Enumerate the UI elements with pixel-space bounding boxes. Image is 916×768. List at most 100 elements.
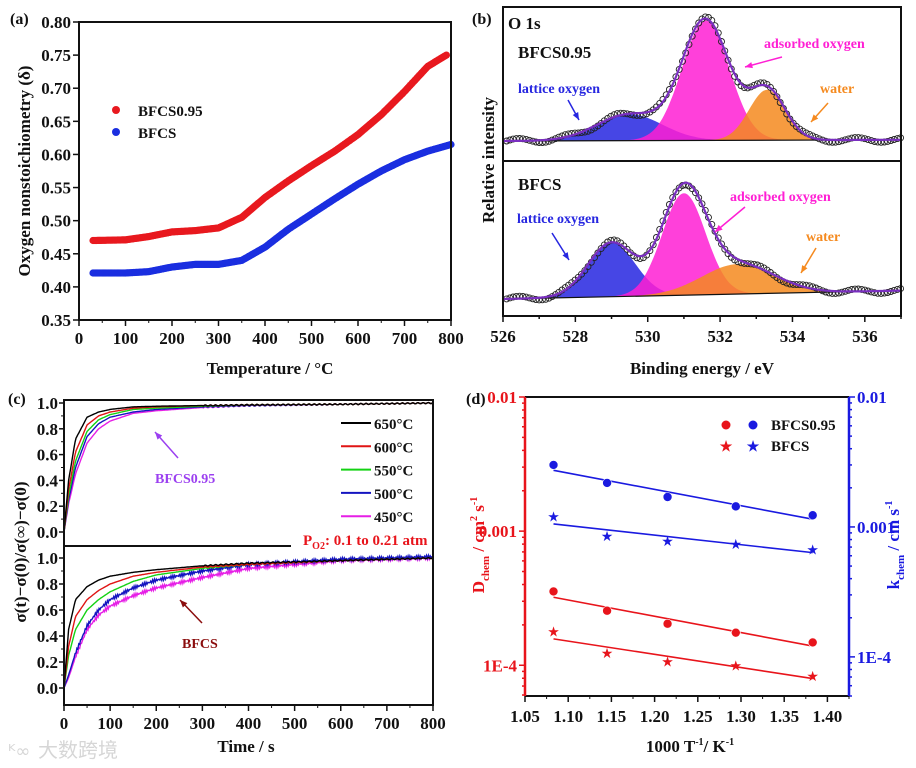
experimental-point bbox=[721, 245, 729, 253]
x-tick-label: 1.25 bbox=[683, 707, 713, 726]
x-tick-label: 400 bbox=[236, 714, 262, 733]
y-tick-label: 0.55 bbox=[41, 179, 71, 198]
arrow-head-icon bbox=[562, 252, 569, 260]
bottom-adsorbed-label: adsorbed oxygen bbox=[730, 190, 831, 205]
x-tick-label: 300 bbox=[190, 714, 216, 733]
x-tick-label: 0 bbox=[60, 714, 69, 733]
x-tick-label: 100 bbox=[113, 329, 139, 348]
data-point-star: ★ bbox=[806, 543, 819, 559]
arrow-head-icon bbox=[811, 114, 819, 122]
top-lattice-label: lattice oxygen bbox=[518, 82, 600, 97]
bottom-lattice-label: lattice oxygen bbox=[517, 212, 599, 227]
fit-line bbox=[553, 596, 813, 647]
legend-d-bfcs095-blue-marker bbox=[748, 420, 758, 430]
x-tick-label: 532 bbox=[707, 327, 733, 346]
experimental-point bbox=[822, 137, 830, 145]
y-tick-label: 0.01 bbox=[487, 388, 517, 407]
legend-bfcs095-label: BFCS0.95 bbox=[138, 104, 203, 120]
experimental-point bbox=[871, 138, 879, 145]
x-tick-label: 600 bbox=[345, 329, 371, 348]
x-tick-label: 1.40 bbox=[813, 707, 843, 726]
x-tick-label: 400 bbox=[252, 329, 278, 348]
experimental-point bbox=[835, 289, 843, 297]
panel-c-letter: (c) bbox=[8, 391, 26, 408]
panel-b-xlabel: Binding energy / eV bbox=[630, 359, 775, 378]
watermark-logo-icon: ᴷ∞ bbox=[8, 741, 30, 762]
panel-c-xlabel: Time / s bbox=[217, 737, 275, 756]
data-point-circle bbox=[807, 637, 818, 648]
bfcs-curve-600c bbox=[63, 556, 434, 689]
x-tick-label: 200 bbox=[159, 329, 185, 348]
data-point-circle bbox=[731, 627, 741, 638]
y-tick-label: 0.0 bbox=[37, 679, 58, 698]
component-adsorbed-oxygen bbox=[503, 20, 901, 141]
bfcs095-point bbox=[442, 51, 450, 59]
data-point-circle bbox=[731, 501, 741, 512]
y-tick-label: 0.4 bbox=[37, 471, 59, 490]
x-tick-label: 526 bbox=[490, 327, 516, 346]
data-point-circle bbox=[548, 460, 559, 470]
experimental-point bbox=[884, 289, 892, 296]
component-lattice-oxygen bbox=[503, 114, 901, 141]
y-tick-label: 1E-4 bbox=[483, 656, 518, 675]
bfcs095-curve-650c bbox=[63, 401, 434, 533]
x-tick-label: 1.35 bbox=[769, 707, 799, 726]
legend-bfcs095-marker bbox=[112, 106, 120, 114]
y-tick-label: 0.0 bbox=[37, 523, 58, 542]
bottom-water-label: water bbox=[806, 230, 840, 245]
arrow-head-icon bbox=[155, 432, 163, 440]
y-tick-label: 0.70 bbox=[41, 79, 71, 98]
y-tick-label: 0.8 bbox=[37, 420, 58, 439]
legend-bfcs-marker bbox=[112, 128, 120, 136]
y-tick-label: 1.0 bbox=[37, 549, 58, 568]
y-tick-label: 0.65 bbox=[41, 112, 71, 131]
x-tick-label: 700 bbox=[392, 329, 418, 348]
panel-b-bottom-sample: BFCS bbox=[518, 175, 561, 194]
fit-line bbox=[553, 469, 813, 521]
experimental-point bbox=[871, 289, 879, 297]
experimental-point bbox=[695, 194, 703, 202]
y-tick-label: 0.2 bbox=[37, 653, 58, 672]
data-point-circle bbox=[602, 478, 612, 488]
experimental-point bbox=[522, 293, 530, 301]
experimental-point bbox=[701, 13, 709, 21]
data-point-star: ★ bbox=[730, 658, 743, 674]
y-tick-label: 0.40 bbox=[41, 278, 71, 297]
legend-d-bfcs-blue-star: ★ bbox=[747, 439, 760, 455]
data-point-star: ★ bbox=[547, 625, 560, 641]
component-adsorbed-oxygen bbox=[503, 193, 901, 299]
x-tick-label: 528 bbox=[563, 327, 589, 346]
bfcs-curve-550c bbox=[63, 556, 434, 689]
panel-d: ★ ★ ★ ★ ★ ★ ★ ★ ★ ★ 0.01 0.001 1E-4 0.01 0.001 1E-4 1.05… bbox=[466, 388, 907, 756]
fit-line bbox=[553, 523, 813, 554]
data-point-circle bbox=[548, 586, 559, 597]
experimental-point bbox=[718, 240, 725, 248]
y-tick-label: 0.2 bbox=[37, 497, 58, 516]
x-tick-label: 536 bbox=[852, 327, 878, 346]
fitted-envelope bbox=[503, 17, 901, 143]
x-tick-label: 0 bbox=[75, 329, 84, 348]
panel-d-letter: (d) bbox=[466, 391, 486, 408]
x-tick-label: 1.15 bbox=[597, 707, 627, 726]
component-water bbox=[503, 264, 901, 299]
panel-b-top-sample: BFCS0.95 bbox=[518, 43, 591, 62]
y-tick-label: 1.0 bbox=[37, 394, 58, 413]
y-tick-label: 0.60 bbox=[41, 145, 71, 164]
panel-c-ylabel: σ(t)−σ(0)/σ(∞)−σ(0) bbox=[11, 481, 30, 622]
panel-a-letter: (a) bbox=[10, 11, 29, 28]
bfcs-curve-650c bbox=[63, 556, 434, 689]
arrow-head-icon bbox=[715, 224, 723, 232]
top-adsorbed-label: adsorbed oxygen bbox=[764, 37, 865, 52]
data-point-circle bbox=[602, 605, 612, 616]
experimental-point bbox=[884, 137, 892, 145]
x-tick-label: 1.10 bbox=[553, 707, 583, 726]
panel-a-xlabel: Temperature / °C bbox=[207, 359, 334, 378]
legend-bfcs-label: BFCS bbox=[138, 126, 176, 142]
arrow-head-icon bbox=[801, 265, 808, 273]
data-point-star: ★ bbox=[601, 529, 614, 545]
legend-label: 450°C bbox=[374, 510, 413, 526]
x-tick-label: 1.20 bbox=[640, 707, 670, 726]
bfcs095-curve-label: BFCS0.95 bbox=[155, 472, 215, 487]
y-tick-label: 0.001 bbox=[479, 522, 517, 541]
top-water-label: water bbox=[820, 82, 854, 97]
